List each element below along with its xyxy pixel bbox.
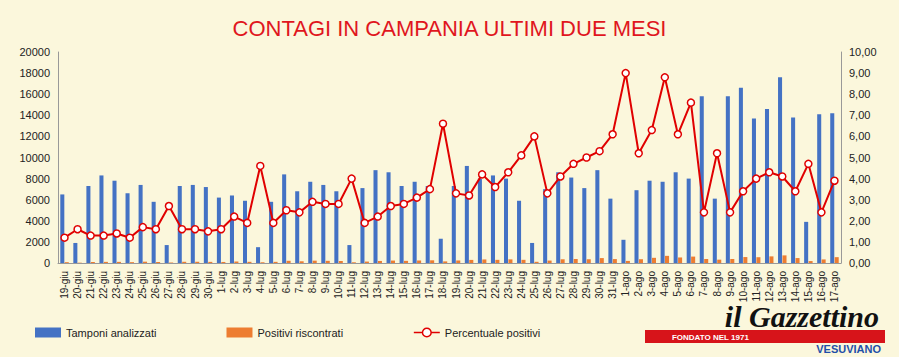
svg-text:25-lug: 25-lug (529, 271, 540, 299)
svg-text:29-giu: 29-giu (190, 271, 201, 299)
svg-text:5-lug: 5-lug (268, 271, 279, 293)
svg-text:22-giu: 22-giu (98, 271, 109, 299)
svg-text:18-lug: 18-lug (437, 271, 448, 299)
svg-text:11-ago: 11-ago (751, 271, 762, 302)
svg-text:18000: 18000 (19, 67, 50, 79)
svg-text:0: 0 (44, 257, 50, 269)
svg-text:4000: 4000 (26, 215, 50, 227)
svg-text:9,00: 9,00 (849, 67, 870, 79)
svg-text:Percentuale positivi: Percentuale positivi (445, 327, 540, 339)
svg-text:FONDATO NEL 1971: FONDATO NEL 1971 (672, 333, 749, 342)
svg-text:4,00: 4,00 (849, 173, 870, 185)
svg-text:1,00: 1,00 (849, 236, 870, 248)
svg-text:12-ago: 12-ago (764, 271, 775, 303)
svg-text:0,00: 0,00 (849, 257, 870, 269)
svg-text:14-ago: 14-ago (790, 271, 801, 303)
svg-text:2-lug: 2-lug (229, 271, 240, 293)
svg-text:7,00: 7,00 (849, 109, 870, 121)
svg-text:6-lug: 6-lug (281, 271, 292, 293)
svg-text:28-giu: 28-giu (176, 271, 187, 299)
svg-text:3,00: 3,00 (849, 194, 870, 206)
svg-text:VESUVIANO: VESUVIANO (816, 343, 881, 355)
svg-text:19-giu: 19-giu (59, 271, 70, 299)
svg-text:11-lug: 11-lug (346, 271, 357, 298)
svg-text:3-lug: 3-lug (242, 271, 253, 293)
svg-text:27-giu: 27-giu (163, 271, 174, 299)
svg-text:31-lug: 31-lug (607, 271, 618, 299)
svg-text:26-lug: 26-lug (542, 271, 553, 299)
svg-text:23-lug: 23-lug (503, 271, 514, 299)
svg-text:10000: 10000 (19, 152, 50, 164)
svg-text:28-lug: 28-lug (568, 271, 579, 299)
svg-text:20-lug: 20-lug (464, 271, 475, 299)
svg-text:19-lug: 19-lug (451, 271, 462, 299)
svg-text:15-lug: 15-lug (398, 271, 409, 299)
svg-text:5-ago: 5-ago (672, 271, 683, 297)
svg-text:30-giu: 30-giu (203, 271, 214, 299)
svg-text:6,00: 6,00 (849, 130, 870, 142)
svg-text:2,00: 2,00 (849, 215, 870, 227)
svg-text:6-ago: 6-ago (685, 271, 696, 297)
svg-text:16-ago: 16-ago (816, 271, 827, 303)
svg-text:10-ago: 10-ago (738, 271, 749, 303)
svg-text:14-lug: 14-lug (385, 271, 396, 299)
svg-text:8-ago: 8-ago (712, 271, 723, 297)
svg-text:10-lug: 10-lug (333, 271, 344, 299)
svg-text:8,00: 8,00 (849, 88, 870, 100)
svg-text:8-lug: 8-lug (307, 271, 318, 293)
svg-text:8000: 8000 (26, 173, 50, 185)
svg-text:6000: 6000 (26, 194, 50, 206)
svg-text:22-lug: 22-lug (490, 271, 501, 299)
svg-text:15-ago: 15-ago (803, 271, 814, 303)
svg-text:29-lug: 29-lug (581, 271, 592, 299)
svg-text:13-lug: 13-lug (372, 271, 383, 299)
svg-text:23-giu: 23-giu (111, 271, 122, 299)
svg-text:il Gazzettino: il Gazzettino (725, 300, 879, 333)
svg-text:5,00: 5,00 (849, 152, 870, 164)
svg-text:7-ago: 7-ago (698, 271, 709, 297)
svg-text:21-lug: 21-lug (477, 271, 488, 299)
svg-text:24-giu: 24-giu (124, 271, 135, 299)
svg-text:20000: 20000 (19, 46, 50, 58)
svg-text:Positivi riscontrati: Positivi riscontrati (257, 327, 343, 339)
svg-text:CONTAGI IN CAMPANIA ULTIMI DUE: CONTAGI IN CAMPANIA ULTIMI DUE MESI (233, 16, 667, 41)
svg-text:21-giu: 21-giu (85, 271, 96, 299)
svg-text:2000: 2000 (26, 236, 50, 248)
svg-text:17-ago: 17-ago (829, 271, 840, 303)
svg-text:13-ago: 13-ago (777, 271, 788, 303)
svg-text:Tamponi analizzati: Tamponi analizzati (66, 327, 157, 339)
svg-text:17-lug: 17-lug (424, 271, 435, 299)
svg-text:27-lug: 27-lug (555, 271, 566, 299)
svg-text:10,00: 10,00 (849, 46, 877, 58)
svg-text:1-lug: 1-lug (216, 271, 227, 293)
svg-text:1-ago: 1-ago (620, 271, 631, 297)
svg-text:12000: 12000 (19, 130, 50, 142)
svg-text:2-ago: 2-ago (633, 271, 644, 297)
svg-text:9-ago: 9-ago (725, 271, 736, 297)
svg-text:4-lug: 4-lug (255, 271, 266, 293)
svg-text:9-lug: 9-lug (320, 271, 331, 293)
svg-text:7-lug: 7-lug (294, 271, 305, 293)
svg-text:30-lug: 30-lug (594, 271, 605, 299)
svg-text:3-ago: 3-ago (646, 271, 657, 297)
svg-text:20-giu: 20-giu (72, 271, 83, 299)
svg-text:16-lug: 16-lug (411, 271, 422, 299)
svg-text:12-lug: 12-lug (359, 271, 370, 299)
svg-text:26-giu: 26-giu (150, 271, 161, 299)
svg-text:24-lug: 24-lug (516, 271, 527, 299)
svg-text:25-giu: 25-giu (137, 271, 148, 299)
svg-text:4-ago: 4-ago (659, 271, 670, 297)
svg-text:16000: 16000 (19, 88, 50, 100)
svg-text:14000: 14000 (19, 109, 50, 121)
